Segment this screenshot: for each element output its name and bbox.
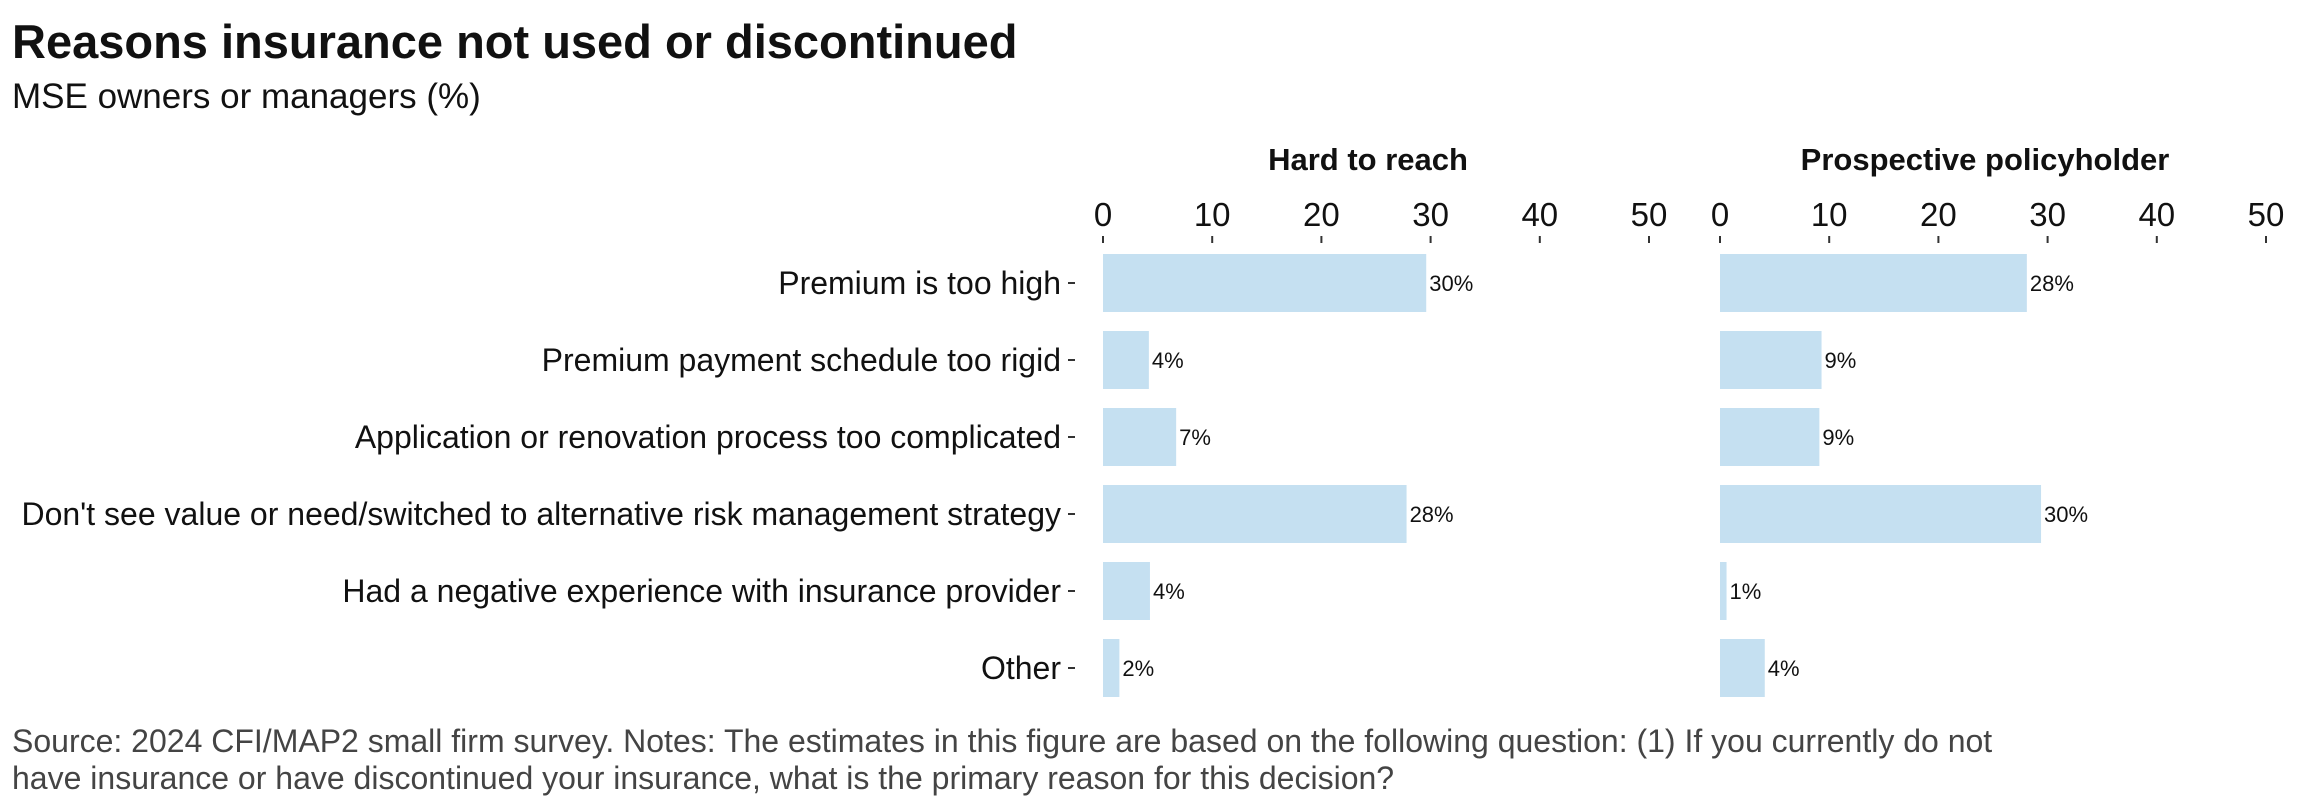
panel-2: Prospective policyholder 0 10 20 30 40 50 28% 9%…	[1711, 142, 2285, 697]
chart-panels: Hard to reach 0 10 20 30 40 50 30% 4% 7% 28% 4% 2% Pr…	[1094, 142, 2285, 697]
bar	[1720, 254, 2027, 312]
x-tick-label: 20	[1303, 196, 1340, 233]
x-tick-label: 40	[1521, 196, 1558, 233]
data-label: 4%	[1152, 348, 1184, 373]
data-label: 2%	[1122, 656, 1154, 681]
x-tick-label: 40	[2138, 196, 2175, 233]
category-label: Premium payment schedule too rigid	[542, 342, 1061, 378]
chart-subtitle: MSE owners or managers (%)	[12, 77, 481, 116]
bar	[1720, 639, 1765, 697]
category-label: Other	[981, 650, 1061, 686]
bar	[1720, 562, 1727, 620]
data-label: 1%	[1730, 579, 1762, 604]
bar	[1103, 639, 1120, 697]
x-tick-label: 0	[1711, 196, 1729, 233]
x-tick-label: 30	[1412, 196, 1449, 233]
category-label: Had a negative experience with insurance…	[342, 573, 1061, 609]
category-label: Don't see value or need/switched to alte…	[21, 496, 1061, 532]
category-label: Premium is too high	[778, 265, 1061, 301]
data-label: 30%	[1429, 271, 1473, 296]
bar	[1720, 331, 1822, 389]
bar	[1103, 562, 1150, 620]
chart-title: Reasons insurance not used or discontinu…	[12, 15, 1017, 68]
x-tick-label: 20	[1920, 196, 1957, 233]
panel-1: Hard to reach 0 10 20 30 40 50 30% 4% 7% 28% 4% 2%	[1094, 142, 1668, 697]
category-labels: Premium is too high Premium payment sched…	[21, 265, 1075, 686]
panel-title: Hard to reach	[1268, 142, 1468, 177]
source-note-line-1: Source: 2024 CFI/MAP2 small firm survey.…	[12, 723, 1992, 759]
data-label: 9%	[1822, 425, 1854, 450]
category-label: Application or renovation process too co…	[355, 419, 1061, 455]
data-label: 28%	[2030, 271, 2074, 296]
data-label: 4%	[1768, 656, 1800, 681]
data-label: 4%	[1153, 579, 1185, 604]
panel-title: Prospective policyholder	[1801, 142, 2170, 177]
x-tick-label: 10	[1194, 196, 1231, 233]
bar	[1103, 408, 1177, 466]
data-label: 9%	[1825, 348, 1857, 373]
source-note-line-2: have insurance or have discontinued your…	[12, 760, 1394, 796]
x-tick-label: 30	[2029, 196, 2066, 233]
bar	[1103, 331, 1149, 389]
x-tick-label: 50	[1631, 196, 1668, 233]
data-label: 30%	[2044, 502, 2088, 527]
bar	[1103, 485, 1407, 543]
x-tick-label: 10	[1811, 196, 1848, 233]
data-label: 28%	[1410, 502, 1454, 527]
bar	[1720, 485, 2042, 543]
x-tick-label: 50	[2248, 196, 2285, 233]
bar	[1720, 408, 1820, 466]
bar	[1103, 254, 1427, 312]
x-tick-label: 0	[1094, 196, 1112, 233]
data-label: 7%	[1179, 425, 1211, 450]
